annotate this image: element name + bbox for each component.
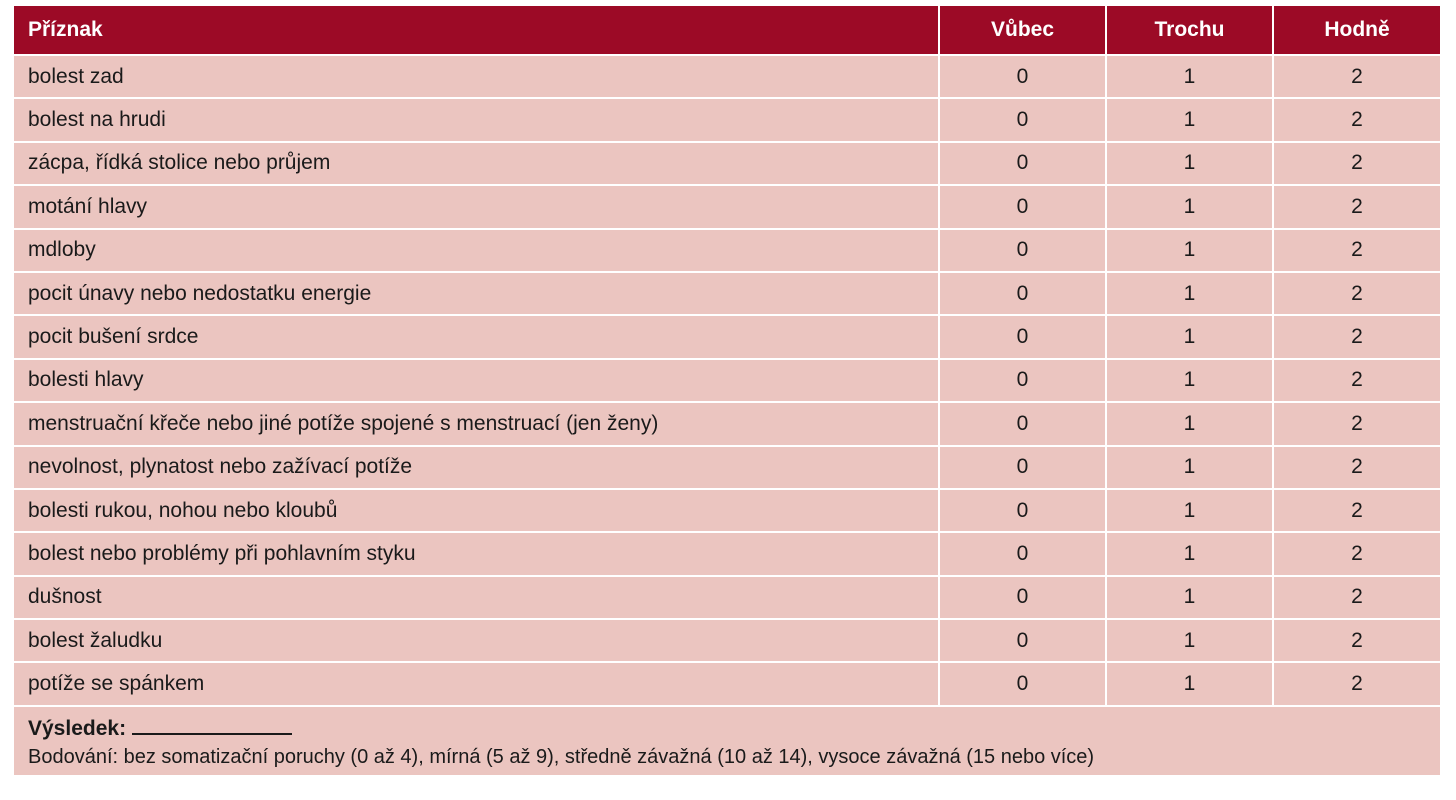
score-none-cell: 0 bbox=[939, 227, 1107, 272]
table-row: pocit únavy nebo nedostatku energie 0 1 2 bbox=[14, 270, 1440, 316]
header-none: Vůbec bbox=[939, 6, 1107, 55]
score-little-cell: 1 bbox=[1106, 97, 1274, 142]
score-little-cell: 1 bbox=[1106, 618, 1274, 663]
score-none-cell: 0 bbox=[939, 97, 1107, 142]
table-row: bolest zad 0 1 2 bbox=[14, 53, 1440, 99]
score-none-cell: 0 bbox=[939, 314, 1107, 359]
score-lot-cell: 2 bbox=[1273, 574, 1440, 620]
table-row: mdloby 0 1 2 bbox=[14, 227, 1440, 272]
score-little-cell: 1 bbox=[1106, 487, 1274, 533]
score-lot-cell: 2 bbox=[1273, 487, 1440, 533]
score-none-cell: 0 bbox=[939, 357, 1107, 403]
result-blank bbox=[132, 715, 293, 735]
score-none-cell: 0 bbox=[939, 184, 1107, 229]
score-lot-cell: 2 bbox=[1273, 444, 1440, 489]
table-row: dušnost 0 1 2 bbox=[14, 574, 1440, 620]
score-little-cell: 1 bbox=[1106, 574, 1274, 620]
header-lot: Hodně bbox=[1273, 6, 1440, 55]
symptom-cell: dušnost bbox=[14, 574, 940, 620]
score-little-cell: 1 bbox=[1106, 314, 1274, 359]
score-none-cell: 0 bbox=[939, 140, 1107, 186]
table-row: bolest nebo problémy při pohlavním styku… bbox=[14, 531, 1440, 576]
score-lot-cell: 2 bbox=[1273, 314, 1440, 359]
score-little-cell: 1 bbox=[1106, 140, 1274, 186]
score-lot-cell: 2 bbox=[1273, 227, 1440, 272]
score-lot-cell: 2 bbox=[1273, 401, 1440, 446]
score-little-cell: 1 bbox=[1106, 444, 1274, 489]
symptom-cell: potíže se spánkem bbox=[14, 661, 940, 705]
score-none-cell: 0 bbox=[939, 401, 1107, 446]
table-row: potíže se spánkem 0 1 2 bbox=[14, 661, 1440, 705]
symptom-cell: bolest nebo problémy při pohlavním styku bbox=[14, 531, 940, 576]
symptom-cell: pocit únavy nebo nedostatku energie bbox=[14, 270, 940, 316]
score-lot-cell: 2 bbox=[1273, 97, 1440, 142]
table-footer: Výsledek: Bodování: bez somatizační poru… bbox=[14, 704, 1440, 775]
score-lot-cell: 2 bbox=[1273, 140, 1440, 186]
score-little-cell: 1 bbox=[1106, 357, 1274, 403]
score-little-cell: 1 bbox=[1106, 184, 1274, 229]
score-none-cell: 0 bbox=[939, 618, 1107, 663]
table-header-row: Příznak Vůbec Trochu Hodně bbox=[14, 6, 1440, 55]
table-row: bolest na hrudi 0 1 2 bbox=[14, 97, 1440, 142]
score-little-cell: 1 bbox=[1106, 270, 1274, 316]
score-lot-cell: 2 bbox=[1273, 184, 1440, 229]
symptom-cell: bolest na hrudi bbox=[14, 97, 940, 142]
score-lot-cell: 2 bbox=[1273, 53, 1440, 99]
score-lot-cell: 2 bbox=[1273, 661, 1440, 705]
header-symptom: Příznak bbox=[14, 6, 940, 55]
score-little-cell: 1 bbox=[1106, 661, 1274, 705]
symptom-cell: menstruační křeče nebo jiné potíže spoje… bbox=[14, 401, 940, 446]
score-none-cell: 0 bbox=[939, 444, 1107, 489]
symptom-cell: bolest žaludku bbox=[14, 618, 940, 663]
table-row: bolesti hlavy 0 1 2 bbox=[14, 357, 1440, 403]
score-lot-cell: 2 bbox=[1273, 357, 1440, 403]
symptom-cell: mdloby bbox=[14, 227, 940, 272]
result-label: Výsledek: bbox=[28, 716, 127, 740]
table-row: motání hlavy 0 1 2 bbox=[14, 184, 1440, 229]
symptom-cell: pocit bušení srdce bbox=[14, 314, 940, 359]
table-row: bolesti rukou, nohou nebo kloubů 0 1 2 bbox=[14, 487, 1440, 533]
symptom-cell: bolesti hlavy bbox=[14, 357, 940, 403]
score-little-cell: 1 bbox=[1106, 227, 1274, 272]
score-none-cell: 0 bbox=[939, 487, 1107, 533]
table-row: zácpa, řídká stolice nebo průjem 0 1 2 bbox=[14, 140, 1440, 186]
table-body: bolest zad 0 1 2 bolest na hrudi 0 1 2 zácpa, ří… bbox=[14, 53, 1440, 705]
score-none-cell: 0 bbox=[939, 531, 1107, 576]
symptom-cell: motání hlavy bbox=[14, 184, 940, 229]
table-row: menstruační křeče nebo jiné potíže spoje… bbox=[14, 401, 1440, 446]
symptom-cell: bolesti rukou, nohou nebo kloubů bbox=[14, 487, 940, 533]
score-none-cell: 0 bbox=[939, 574, 1107, 620]
score-lot-cell: 2 bbox=[1273, 618, 1440, 663]
score-little-cell: 1 bbox=[1106, 401, 1274, 446]
symptom-table: Příznak Vůbec Trochu Hodně bolest zad 0 1 2… bbox=[14, 6, 1440, 705]
scoring-note: Bodování: bez somatizační poruchy (0 až … bbox=[28, 745, 1095, 768]
score-little-cell: 1 bbox=[1106, 53, 1274, 99]
symptom-cell: bolest zad bbox=[14, 53, 940, 99]
result-line: Výsledek: bbox=[28, 715, 1426, 742]
table-row: pocit bušení srdce 0 1 2 bbox=[14, 314, 1440, 359]
score-none-cell: 0 bbox=[939, 270, 1107, 316]
symptom-cell: nevolnost, plynatost nebo zažívací potíž… bbox=[14, 444, 940, 489]
table-row: nevolnost, plynatost nebo zažívací potíž… bbox=[14, 444, 1440, 489]
table-row: bolest žaludku 0 1 2 bbox=[14, 618, 1440, 663]
score-little-cell: 1 bbox=[1106, 531, 1274, 576]
score-lot-cell: 2 bbox=[1273, 531, 1440, 576]
header-little: Trochu bbox=[1106, 6, 1274, 55]
score-none-cell: 0 bbox=[939, 661, 1107, 705]
score-none-cell: 0 bbox=[939, 53, 1107, 99]
score-lot-cell: 2 bbox=[1273, 270, 1440, 316]
symptom-questionnaire: Příznak Vůbec Trochu Hodně bolest zad 0 1 2… bbox=[14, 6, 1440, 775]
symptom-cell: zácpa, řídká stolice nebo průjem bbox=[14, 140, 940, 186]
